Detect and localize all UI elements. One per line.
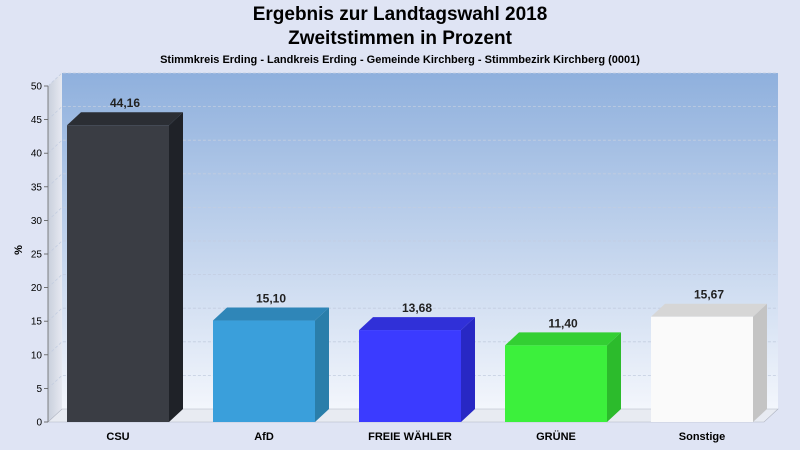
data-label: 44,16 [110, 96, 140, 110]
bar-front [213, 320, 315, 422]
bar-afd [213, 307, 329, 422]
gridline [47, 206, 778, 221]
bar-top [67, 112, 183, 126]
bar-csu [67, 112, 183, 422]
gridline [47, 307, 778, 322]
data-label: 13,68 [402, 301, 432, 315]
plot-left-wall [48, 73, 62, 422]
y-tick-label: 0 [36, 418, 42, 429]
bar-front [651, 316, 753, 422]
y-tick-label: 50 [31, 82, 43, 93]
y-tick-label: 35 [31, 182, 43, 193]
gridline [47, 173, 778, 188]
bar-freie-w-hler [359, 317, 475, 422]
x-tick-label: AfD [254, 431, 274, 443]
bar-top [213, 307, 329, 321]
chart-caption: Stimmkreis Erding - Landkreis Erding - G… [160, 54, 640, 66]
chart-subtitle: Zweitstimmen in Prozent [288, 28, 512, 49]
y-tick-label: 45 [31, 115, 43, 126]
bar-top [505, 332, 621, 346]
bar-side [753, 303, 767, 422]
bar-top [359, 317, 475, 331]
y-tick-label: 5 [36, 384, 42, 395]
gridline [47, 72, 778, 87]
x-tick-label: Sonstige [679, 431, 725, 443]
y-tick-label: 20 [31, 283, 43, 294]
y-tick-label: 30 [31, 216, 43, 227]
y-tick-label: 40 [31, 149, 43, 160]
bar-side [169, 112, 183, 422]
x-tick-label: GRÜNE [536, 430, 576, 443]
bar-sonstige [651, 303, 767, 422]
bar-side [607, 332, 621, 422]
y-tick-label: 25 [31, 250, 43, 261]
bar-gr-ne [505, 332, 621, 422]
gridline [47, 106, 778, 120]
x-tick-label: FREIE WÄHLER [368, 430, 452, 443]
bar-front [359, 330, 461, 422]
bar-front [505, 345, 607, 422]
data-label: 15,10 [256, 292, 286, 306]
y-tick-label: 15 [31, 317, 43, 328]
bar-side [461, 317, 475, 422]
chart-title: Ergebnis zur Landtagswahl 2018 [252, 4, 548, 25]
bar-top [651, 303, 767, 317]
data-label: 11,40 [548, 316, 578, 330]
bar-front [67, 125, 169, 422]
data-label: 15,67 [694, 288, 724, 302]
y-axis-label: % [13, 245, 25, 255]
gridline [47, 274, 778, 288]
x-tick-label: CSU [106, 431, 129, 443]
gridline [47, 240, 778, 255]
y-tick-label: 10 [31, 350, 43, 361]
bar-side [315, 307, 329, 422]
gridline [47, 139, 778, 154]
